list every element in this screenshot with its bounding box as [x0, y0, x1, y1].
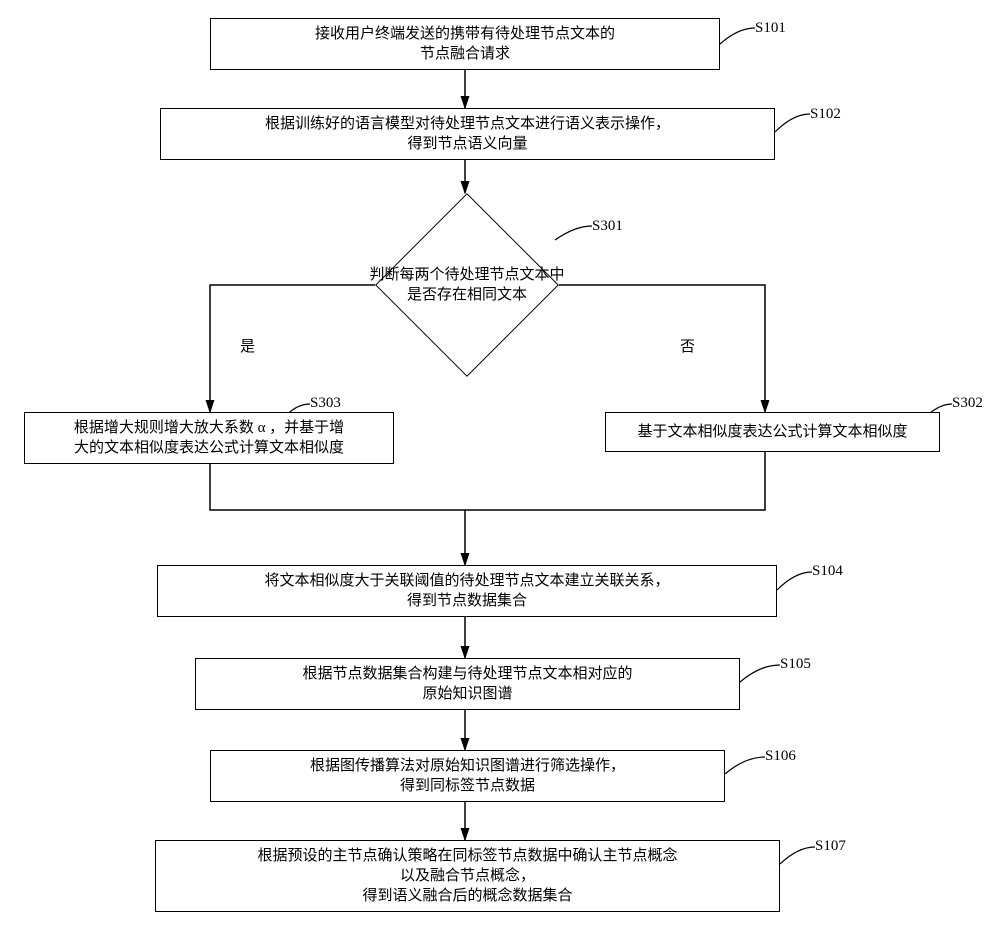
flowchart-canvas: 接收用户终端发送的携带有待处理节点文本的 节点融合请求 根据训练好的语言模型对待… — [0, 0, 1000, 929]
s105-line2: 原始知识图谱 — [422, 686, 512, 702]
label-s106: S106 — [765, 748, 796, 765]
label-s302: S302 — [952, 395, 983, 412]
step-s104: 将文本相似度大于关联阈值的待处理节点文本建立关联关系， 得到节点数据集合 — [157, 565, 777, 617]
step-s105: 根据节点数据集合构建与待处理节点文本相对应的 原始知识图谱 — [195, 658, 740, 710]
label-s101: S101 — [755, 20, 786, 37]
branch-no-label: 否 — [680, 335, 695, 356]
s107-line3: 得到语义融合后的概念数据集合 — [362, 888, 572, 904]
s107-line1: 根据预设的主节点确认策略在同标签节点数据中确认主节点概念 — [257, 848, 677, 864]
label-s301: S301 — [592, 218, 623, 235]
label-s303: S303 — [310, 395, 341, 412]
step-s302: 基于文本相似度表达公式计算文本相似度 — [605, 412, 940, 452]
s303-line1: 根据增大规则增大放大系数 α ，并基于增 — [74, 420, 344, 436]
s302-line1: 基于文本相似度表达公式计算文本相似度 — [637, 424, 907, 440]
s101-line1: 接收用户终端发送的携带有待处理节点文本的 — [315, 26, 615, 42]
s301-line2: 是否存在相同文本 — [407, 287, 527, 303]
label-s102: S102 — [810, 106, 841, 123]
s104-line2: 得到节点数据集合 — [407, 593, 527, 609]
s104-line1: 将文本相似度大于关联阈值的待处理节点文本建立关联关系， — [264, 573, 669, 589]
s101-line2: 节点融合请求 — [420, 46, 510, 62]
s105-line1: 根据节点数据集合构建与待处理节点文本相对应的 — [302, 666, 632, 682]
s303-line2: 大的文本相似度表达公式计算文本相似度 — [74, 440, 344, 456]
branch-yes-label: 是 — [240, 335, 255, 356]
s106-line2: 得到同标签节点数据 — [400, 778, 535, 794]
label-s107: S107 — [815, 838, 846, 855]
step-s107: 根据预设的主节点确认策略在同标签节点数据中确认主节点概念 以及融合节点概念， 得… — [155, 840, 780, 912]
step-s102: 根据训练好的语言模型对待处理节点文本进行语义表示操作， 得到节点语义向量 — [160, 108, 775, 160]
step-s303: 根据增大规则增大放大系数 α ，并基于增 大的文本相似度表达公式计算文本相似度 — [24, 412, 394, 464]
s106-line1: 根据图传播算法对原始知识图谱进行筛选操作， — [310, 758, 625, 774]
s102-line1: 根据训练好的语言模型对待处理节点文本进行语义表示操作， — [265, 116, 670, 132]
s301-line1: 判断每两个待处理节点文本中 — [369, 267, 564, 283]
step-s101: 接收用户终端发送的携带有待处理节点文本的 节点融合请求 — [210, 18, 720, 70]
label-s104: S104 — [812, 563, 843, 580]
step-s106: 根据图传播算法对原始知识图谱进行筛选操作， 得到同标签节点数据 — [210, 750, 725, 802]
s102-line2: 得到节点语义向量 — [407, 136, 527, 152]
s107-line2: 以及融合节点概念， — [400, 868, 535, 884]
label-s105: S105 — [780, 656, 811, 673]
